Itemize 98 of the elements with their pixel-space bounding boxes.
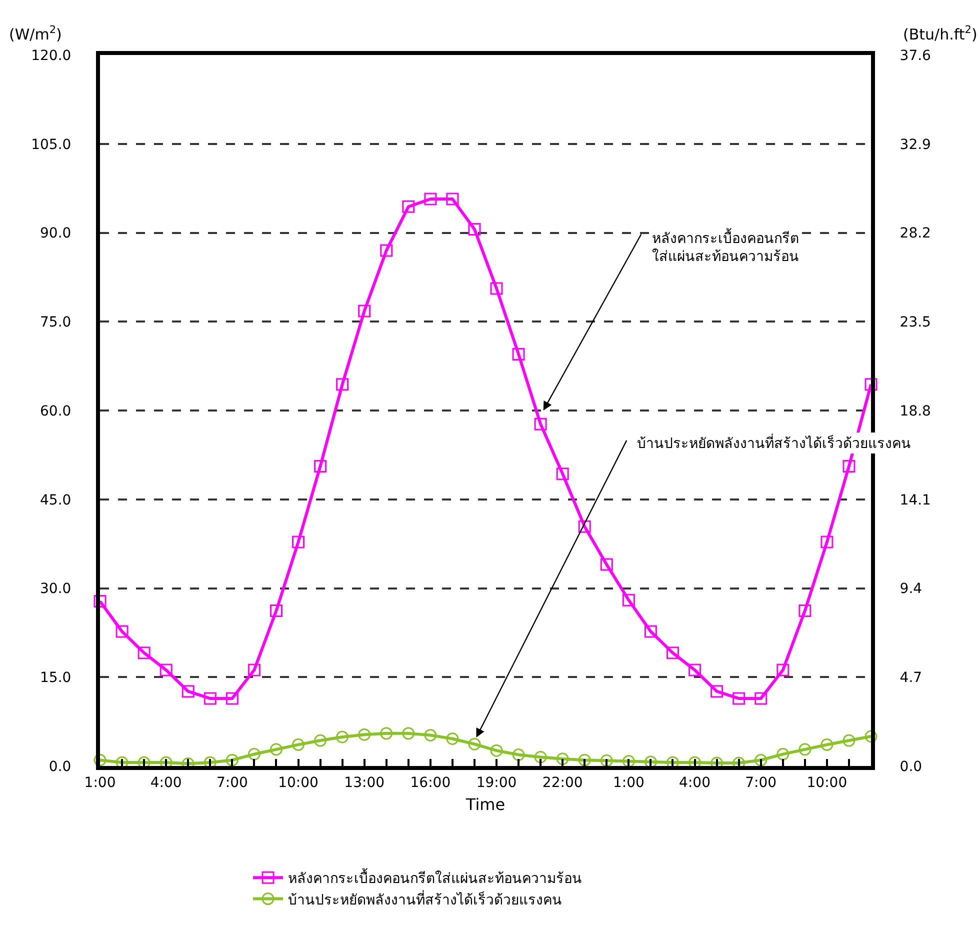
point (248, 748, 260, 760)
point (842, 734, 856, 747)
y2-tick-label: 14.1 (900, 492, 931, 508)
point (864, 378, 878, 391)
point (754, 692, 768, 705)
point (776, 664, 790, 676)
point (446, 732, 459, 745)
x-tick-label: 22:00 (542, 774, 583, 791)
y-tick-label: 15.0 (40, 670, 72, 686)
point (468, 738, 481, 750)
point (402, 200, 415, 213)
y-axis-title: (W/m$^{2}$) (9, 24, 62, 44)
y2-tick-label: 28.2 (900, 226, 931, 242)
point (138, 646, 150, 660)
y-tick-label: 75.0 (40, 314, 72, 331)
y2-tick-label: 18.8 (900, 403, 931, 420)
point (798, 604, 812, 618)
x-tick-label: 7:00 (745, 774, 777, 791)
point (732, 692, 746, 705)
point (556, 752, 569, 766)
point (358, 728, 371, 741)
y2-tick-label: 32.9 (900, 136, 931, 153)
point (534, 750, 547, 764)
point (270, 743, 282, 756)
point (314, 734, 327, 747)
x-tick-label: 7:00 (216, 774, 248, 791)
point (490, 282, 503, 295)
point (644, 625, 657, 638)
point (512, 348, 525, 360)
y2-tick-label: 9.4 (900, 581, 922, 598)
point (226, 754, 238, 766)
y2-tick-label: 37.6 (900, 48, 932, 64)
y-tick-label: 45.0 (40, 492, 72, 508)
x-tick-label: 10:00 (278, 774, 318, 791)
point (380, 727, 393, 740)
point (820, 738, 834, 751)
y-tick-label: 30.0 (40, 581, 72, 598)
x-tick-label: 16:00 (410, 774, 451, 791)
y-tick-label: 0.0 (48, 758, 72, 775)
x-tick-label: 13:00 (344, 774, 385, 791)
point (688, 664, 702, 676)
y2-tick-label: 0.0 (900, 758, 922, 775)
point (754, 754, 768, 766)
point (314, 460, 327, 472)
point (204, 692, 216, 705)
y-tick-label: 105.0 (31, 136, 72, 153)
point (864, 730, 878, 743)
point (600, 754, 613, 767)
x-tick-label: 19:00 (476, 774, 517, 791)
y2-tick-label: 23.5 (900, 314, 931, 331)
point (116, 625, 128, 638)
point (578, 520, 591, 533)
x-tick-label: 4:00 (150, 774, 182, 791)
point (710, 685, 724, 698)
point (380, 244, 393, 257)
point (358, 304, 371, 318)
point (292, 738, 305, 751)
point (842, 460, 856, 472)
x-tick-label: 4:00 (679, 774, 710, 791)
point (776, 748, 790, 760)
point (666, 646, 679, 660)
point (248, 664, 260, 676)
point (336, 378, 349, 391)
y2-tick-label: 4.7 (900, 670, 922, 686)
point (556, 468, 569, 480)
point (292, 536, 305, 548)
point (820, 536, 834, 548)
point (160, 664, 172, 676)
point (490, 744, 503, 757)
point (226, 692, 238, 705)
x-tick-label: 1:00 (84, 774, 116, 791)
y-tick-label: 60.0 (40, 403, 72, 420)
point (402, 727, 415, 740)
annotation: หลังคากระเบื้องคอนกรีต ใส่แผ่นสะท้อนความร้อน (652, 228, 799, 266)
point (600, 558, 613, 571)
point (798, 743, 812, 756)
point (94, 595, 106, 608)
point (336, 730, 349, 744)
y-tick-label: 120.0 (31, 48, 72, 64)
y2-axis-title: (Btu/h.ft$^{2}$) (903, 24, 978, 44)
point (424, 192, 437, 206)
legend-label: บ้านประหยัดพลังงานที่สร้างได้เร็วด้วยแรงคน (288, 890, 562, 908)
point (270, 604, 282, 618)
x-tick-label: 10:00 (806, 774, 848, 791)
point (182, 685, 194, 698)
point (424, 728, 437, 742)
point (468, 222, 481, 236)
x-tick-label: 1:00 (612, 774, 644, 791)
annotation: บ้านประหยัดพลังงานที่สร้างได้เร็วด้วยแรงคน (637, 434, 911, 452)
point (534, 418, 547, 430)
point (94, 754, 106, 766)
legend-label: หลังคากระเบื้องคอนกรีตใส่แผ่นสะท้อนความร้อน (288, 868, 582, 888)
y-tick-label: 90.0 (40, 226, 72, 242)
point (622, 594, 635, 606)
point (512, 748, 525, 761)
x-axis-title: Time (464, 795, 506, 814)
point (446, 192, 459, 206)
point (578, 754, 591, 766)
